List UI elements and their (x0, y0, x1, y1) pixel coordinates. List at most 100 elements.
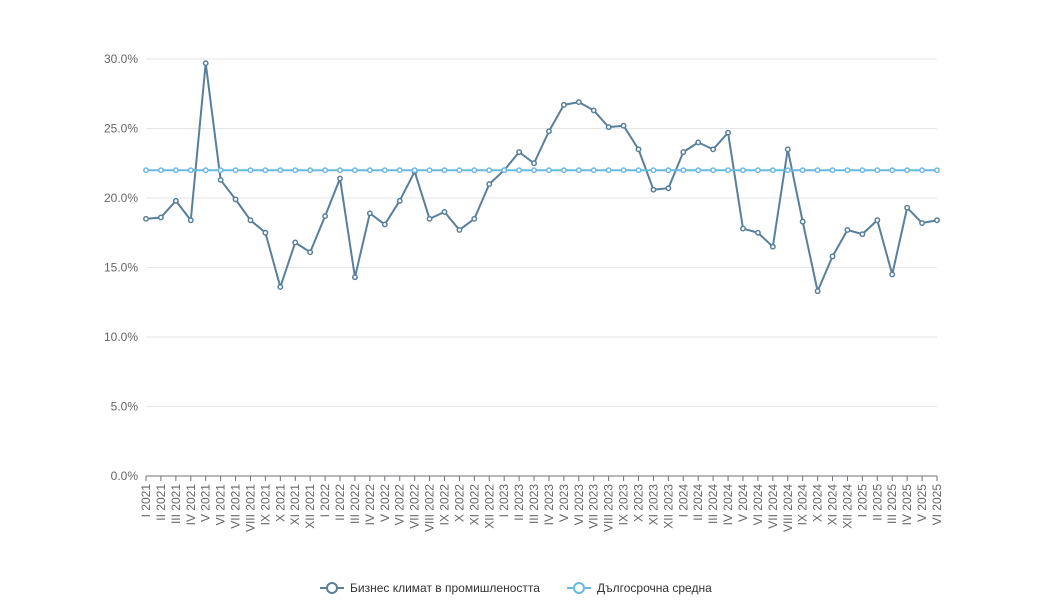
data-point[interactable] (904, 204, 911, 211)
data-point[interactable] (769, 167, 776, 174)
data-point[interactable] (784, 167, 791, 174)
data-point[interactable] (919, 167, 926, 174)
data-point[interactable] (829, 253, 836, 260)
data-point[interactable] (426, 167, 433, 174)
data-point[interactable] (217, 176, 224, 183)
data-point[interactable] (620, 122, 627, 129)
data-point[interactable] (695, 167, 702, 174)
data-point[interactable] (575, 167, 582, 174)
data-point[interactable] (172, 197, 179, 204)
data-point[interactable] (187, 217, 194, 224)
data-point[interactable] (605, 124, 612, 131)
data-point[interactable] (217, 167, 224, 174)
data-point[interactable] (546, 128, 552, 135)
data-point[interactable] (710, 167, 717, 174)
data-point[interactable] (859, 231, 866, 238)
data-point[interactable] (292, 239, 299, 246)
data-point[interactable] (650, 167, 657, 174)
data-point[interactable] (471, 167, 478, 174)
data-point[interactable] (874, 167, 881, 174)
data-point[interactable] (844, 167, 851, 174)
data-point[interactable] (292, 167, 299, 174)
data-point[interactable] (501, 167, 508, 174)
data-point[interactable] (889, 271, 896, 278)
data-point[interactable] (769, 243, 776, 250)
data-point[interactable] (546, 167, 552, 174)
data-point[interactable] (710, 146, 717, 153)
data-point[interactable] (396, 197, 403, 204)
data-point[interactable] (366, 167, 373, 174)
data-point[interactable] (337, 175, 343, 182)
data-point[interactable] (486, 181, 493, 188)
data-point[interactable] (754, 167, 761, 174)
data-point[interactable] (262, 167, 269, 174)
data-point[interactable] (531, 160, 537, 167)
data-point[interactable] (665, 185, 672, 192)
data-point[interactable] (441, 167, 448, 174)
legend-item[interactable]: Бизнес климат в промишлеността (320, 581, 540, 595)
data-point[interactable] (307, 167, 314, 174)
data-point[interactable] (486, 167, 493, 174)
data-point[interactable] (381, 167, 388, 174)
data-point[interactable] (620, 167, 627, 174)
data-point[interactable] (829, 167, 836, 174)
data-point[interactable] (232, 196, 239, 203)
data-point[interactable] (307, 249, 314, 256)
data-point[interactable] (456, 227, 463, 233)
data-point[interactable] (441, 208, 448, 215)
data-point[interactable] (531, 167, 537, 174)
data-point[interactable] (277, 167, 284, 174)
data-point[interactable] (516, 167, 523, 174)
data-point[interactable] (351, 167, 358, 174)
data-point[interactable] (874, 217, 881, 224)
data-point[interactable] (590, 107, 597, 114)
data-point[interactable] (575, 99, 582, 106)
data-point[interactable] (844, 227, 851, 233)
data-point[interactable] (143, 167, 149, 174)
data-point[interactable] (351, 274, 358, 281)
data-point[interactable] (665, 167, 672, 174)
data-point[interactable] (381, 221, 388, 228)
data-point[interactable] (934, 217, 940, 224)
data-point[interactable] (411, 167, 418, 174)
data-point[interactable] (366, 210, 373, 217)
data-point[interactable] (740, 167, 746, 174)
data-point[interactable] (202, 167, 209, 174)
data-point[interactable] (590, 167, 597, 174)
data-point[interactable] (560, 101, 567, 108)
data-point[interactable] (680, 167, 687, 174)
data-point[interactable] (635, 146, 642, 153)
data-point[interactable] (814, 288, 821, 295)
data-point[interactable] (725, 129, 732, 136)
data-point[interactable] (680, 149, 687, 156)
data-point[interactable] (471, 215, 478, 222)
data-point[interactable] (262, 229, 269, 236)
data-point[interactable] (740, 225, 746, 232)
data-point[interactable] (889, 167, 896, 174)
data-point[interactable] (247, 217, 254, 224)
data-point[interactable] (859, 167, 866, 174)
data-point[interactable] (904, 167, 911, 174)
data-point[interactable] (799, 218, 806, 225)
data-point[interactable] (322, 213, 329, 220)
data-point[interactable] (635, 167, 642, 174)
data-point[interactable] (337, 167, 343, 174)
data-point[interactable] (754, 229, 761, 236)
data-point[interactable] (605, 167, 612, 174)
data-point[interactable] (172, 167, 179, 174)
data-point[interactable] (157, 167, 164, 174)
data-point[interactable] (187, 167, 194, 174)
data-point[interactable] (799, 167, 806, 174)
data-point[interactable] (516, 149, 523, 156)
data-point[interactable] (934, 167, 940, 174)
data-point[interactable] (322, 167, 329, 174)
data-point[interactable] (919, 220, 926, 226)
data-point[interactable] (277, 284, 284, 290)
data-point[interactable] (814, 167, 821, 174)
data-point[interactable] (143, 215, 149, 222)
data-point[interactable] (650, 186, 657, 193)
data-point[interactable] (202, 60, 209, 67)
data-point[interactable] (426, 215, 433, 222)
data-point[interactable] (784, 146, 791, 153)
data-point[interactable] (725, 167, 732, 174)
